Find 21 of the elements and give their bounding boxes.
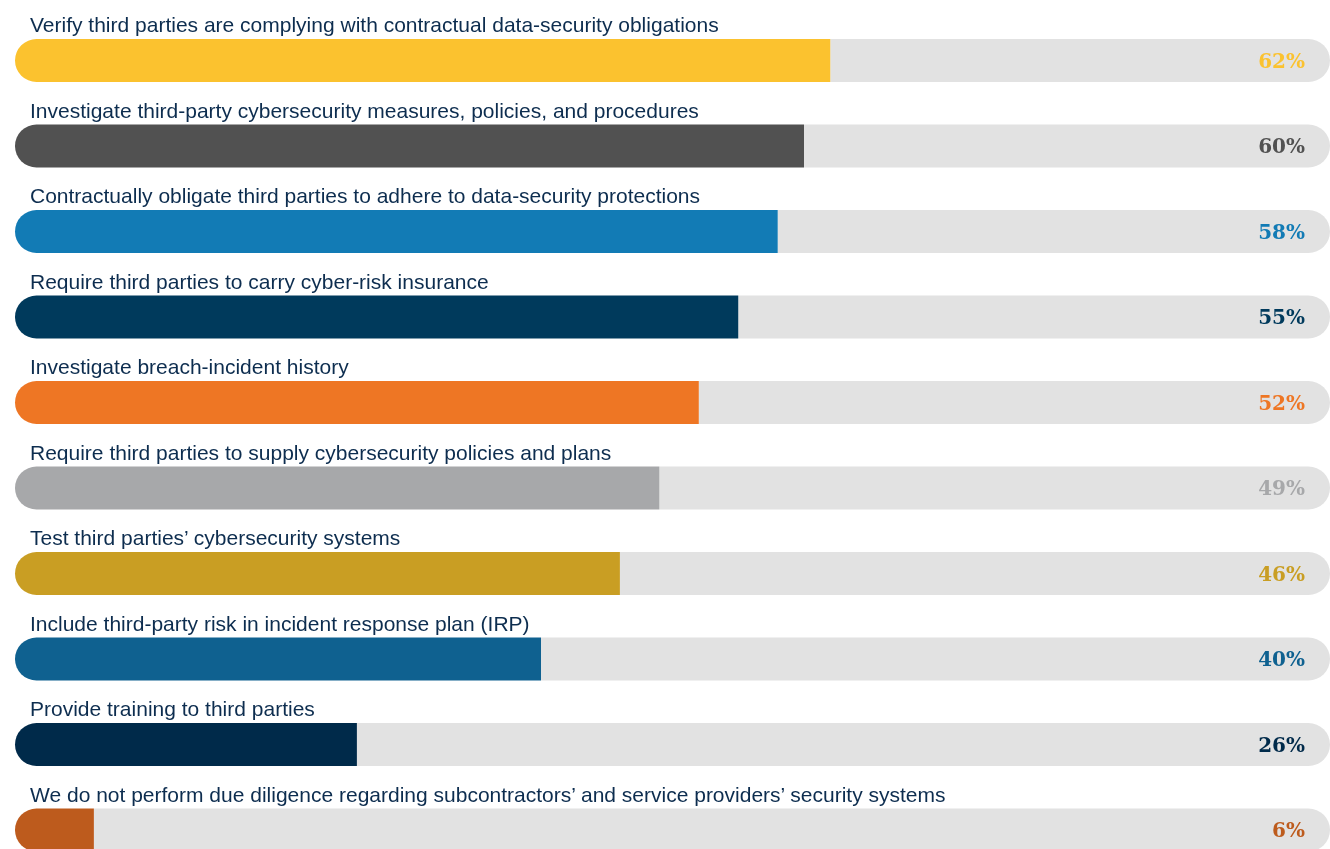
data-label: 6%	[1272, 818, 1305, 842]
y-tick-label: Investigate third-party cybersecurity measures, policies, and procedures	[30, 98, 699, 122]
y-tick-label: Investigate breach-incident history	[30, 355, 350, 378]
data-label: 26%	[1258, 732, 1305, 757]
data-label: 55%	[1258, 305, 1305, 329]
data-label: 58%	[1258, 219, 1305, 244]
data-label: 52%	[1258, 390, 1305, 415]
y-tick-label: Require third parties to supply cybersecurity policies and plans	[30, 440, 612, 464]
y-tick-label: We do not perform due diligence regarding subcontractors’ and service providers’ security systems	[30, 782, 946, 806]
bar	[15, 808, 94, 849]
y-tick-label: Verify third parties are complying with contractual data-security obligations	[30, 13, 719, 36]
data-label: 40%	[1258, 647, 1305, 671]
y-tick-label: Require third parties to carry cyber-risk insurance	[30, 269, 489, 293]
data-label: 60%	[1258, 134, 1305, 158]
y-tick-label: Provide training to third parties	[30, 697, 315, 720]
y-tick-label: Test third parties’ cybersecurity systems	[30, 526, 401, 549]
data-label: 49%	[1258, 476, 1305, 500]
data-label: 62%	[1258, 48, 1305, 73]
y-tick-label: Contractually obligate third parties to adhere to data-security protections	[30, 184, 701, 207]
data-label: 46%	[1258, 561, 1305, 586]
y-tick-label: Include third-party risk in incident response plan (IRP)	[30, 611, 530, 635]
